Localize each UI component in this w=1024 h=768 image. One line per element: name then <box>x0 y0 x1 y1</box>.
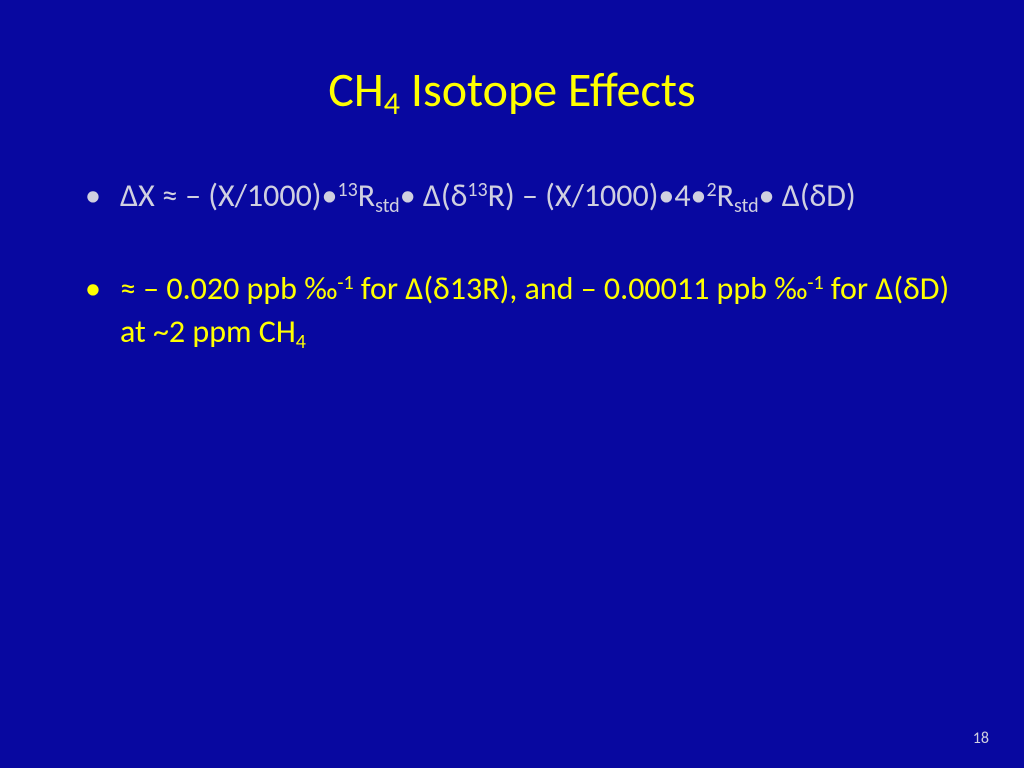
slide-title: CH4 Isotope Effects <box>60 60 964 119</box>
bullet-2: ≈ – 0.020 ppb ‰-1 for Δ(δ13R), and – 0.0… <box>80 267 964 353</box>
slide: CH4 Isotope Effects ΔX ≈ – (X/1000)•13Rs… <box>0 0 1024 768</box>
bullet-1: ΔX ≈ – (X/1000)•13Rstd• Δ(δ13R) – (X/100… <box>80 174 964 217</box>
page-number: 18 <box>973 729 989 748</box>
bullet-list: ΔX ≈ – (X/1000)•13Rstd• Δ(δ13R) – (X/100… <box>60 174 964 354</box>
title-suffix: Isotope Effects <box>400 60 696 119</box>
title-prefix: CH <box>328 60 384 119</box>
title-subscript: 4 <box>384 84 400 123</box>
